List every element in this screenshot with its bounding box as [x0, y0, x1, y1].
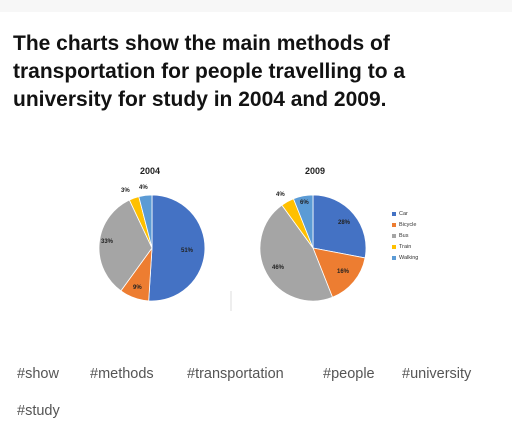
legend-label-bicycle: Bicycle — [399, 221, 417, 228]
legend-swatch-walking — [392, 255, 396, 260]
post-heading: The charts show the main methods of tran… — [13, 32, 406, 111]
pie-charts-svg — [98, 194, 367, 302]
pie-slice-2004-car — [148, 194, 206, 302]
tag-study[interactable]: #study — [17, 403, 60, 419]
pie-2004 — [98, 194, 206, 302]
tag-people[interactable]: #people — [323, 366, 375, 382]
pie-2009 — [259, 194, 367, 302]
pct-label-2009-bicycle: 16% — [337, 269, 350, 275]
pie-slice-2009-car — [312, 194, 367, 259]
legend-item-car: Car — [392, 208, 418, 219]
legend-swatch-car — [392, 211, 396, 216]
legend-swatch-bicycle — [392, 222, 396, 227]
pct-label-2004-walking: 4% — [139, 185, 148, 191]
pie-slice-2009-bicycle — [312, 247, 366, 298]
legend-label-train: Train — [399, 243, 412, 250]
pct-label-2009-car: 28% — [338, 220, 351, 226]
tag-university[interactable]: #university — [402, 366, 472, 382]
legend-label-bus: Bus — [399, 232, 409, 239]
legend-item-bicycle: Bicycle — [392, 219, 418, 230]
pie-slice-2009-walking — [292, 194, 314, 249]
top-strip — [0, 0, 512, 12]
tag-methods[interactable]: #methods — [90, 366, 154, 382]
chart-legend: Car Bicycle Bus Train Walking — [392, 208, 418, 263]
chart-figure: 2004 2009 51% 9% 33% 3% 4% 28% 16% 46% 4… — [0, 150, 512, 330]
legend-item-train: Train — [392, 241, 418, 252]
pct-label-2009-bus: 46% — [272, 265, 285, 271]
legend-swatch-train — [392, 244, 396, 249]
pie-slice-2004-walking — [138, 194, 153, 249]
legend-item-walking: Walking — [392, 252, 418, 263]
pct-label-2004-bus: 33% — [101, 239, 114, 245]
chart-title-2004: 2004 — [140, 166, 161, 176]
pct-label-2004-train: 3% — [121, 188, 130, 194]
tag-show[interactable]: #show — [17, 366, 59, 382]
pie-slice-2004-bus — [98, 199, 153, 292]
pie-slice-2009-bus — [259, 204, 334, 302]
pct-label-2004-bicycle: 9% — [133, 285, 142, 291]
divider — [230, 291, 232, 311]
legend-item-bus: Bus — [392, 230, 418, 241]
pct-label-2009-train: 4% — [276, 192, 285, 198]
chart-title-2009: 2009 — [305, 166, 326, 176]
legend-label-walking: Walking — [399, 254, 419, 261]
legend-swatch-bus — [392, 233, 396, 238]
pct-label-2004-car: 51% — [181, 248, 194, 254]
legend-label-car: Car — [399, 210, 408, 217]
pct-label-2009-walking: 6% — [300, 200, 309, 206]
tag-transportation[interactable]: #transportation — [187, 366, 284, 382]
